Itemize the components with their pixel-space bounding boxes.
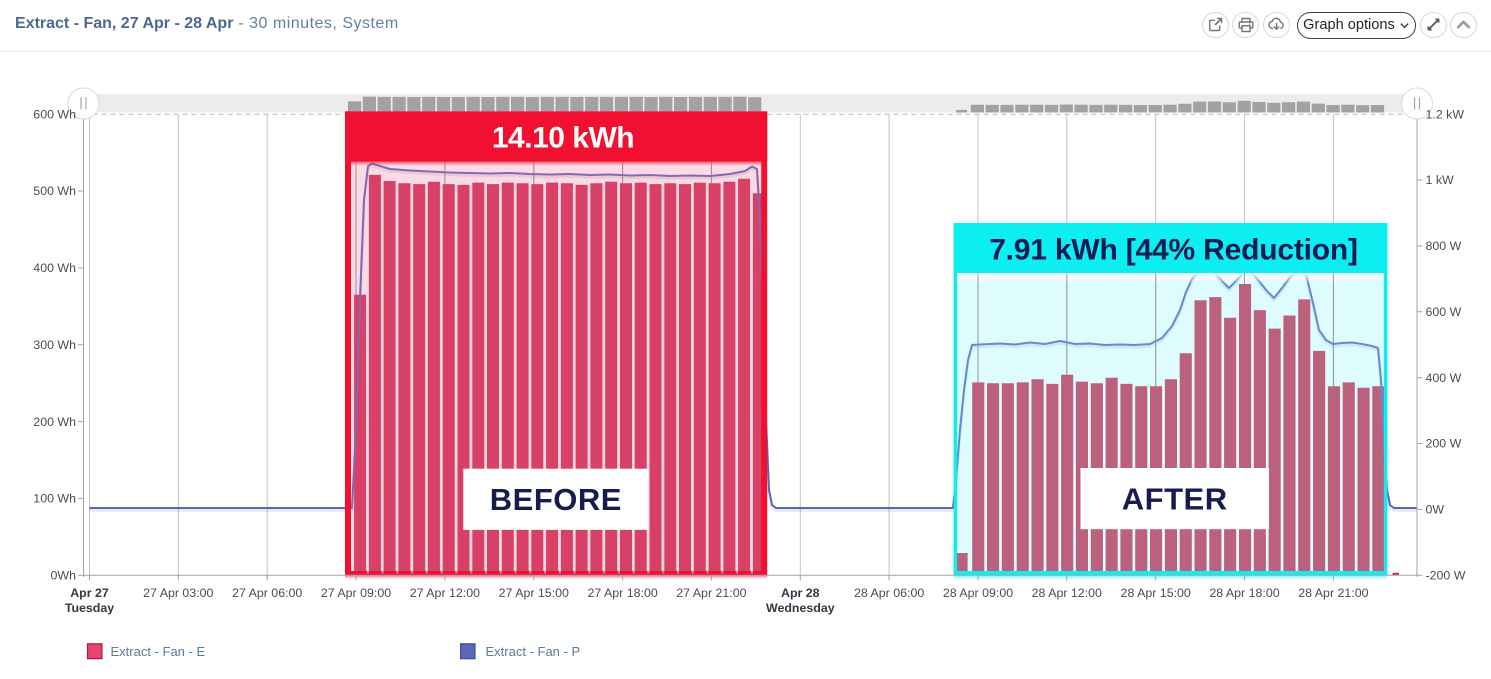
svg-text:500 Wh: 500 Wh	[33, 184, 76, 198]
svg-text:200 Wh: 200 Wh	[33, 415, 76, 429]
svg-text:300 Wh: 300 Wh	[33, 338, 76, 352]
svg-text:Tuesday: Tuesday	[65, 601, 114, 615]
svg-text:28 Apr 09:00: 28 Apr 09:00	[943, 586, 1013, 600]
svg-text:7.91 kWh [44% Reduction]: 7.91 kWh [44% Reduction]	[989, 234, 1358, 267]
svg-text:AFTER: AFTER	[1122, 482, 1228, 517]
svg-text:27 Apr 06:00: 27 Apr 06:00	[232, 586, 302, 600]
svg-text:28 Apr 18:00: 28 Apr 18:00	[1209, 586, 1279, 600]
svg-text:200 W: 200 W	[1426, 437, 1462, 451]
svg-text:27 Apr 03:00: 27 Apr 03:00	[143, 586, 213, 600]
svg-text:28 Apr 06:00: 28 Apr 06:00	[854, 586, 924, 600]
svg-text:600 W: 600 W	[1426, 305, 1462, 319]
svg-text:Extract - Fan - E: Extract - Fan - E	[111, 644, 206, 659]
svg-text:400 W: 400 W	[1426, 371, 1462, 385]
svg-text:27 Apr 09:00: 27 Apr 09:00	[321, 586, 391, 600]
svg-text:27 Apr 15:00: 27 Apr 15:00	[499, 586, 569, 600]
svg-text:100 Wh: 100 Wh	[33, 492, 76, 506]
svg-text:27 Apr 21:00: 27 Apr 21:00	[676, 586, 746, 600]
svg-text:Apr 27: Apr 27	[70, 586, 109, 600]
svg-text:28 Apr 12:00: 28 Apr 12:00	[1032, 586, 1102, 600]
svg-text:800 W: 800 W	[1426, 239, 1462, 253]
svg-text:0Wh: 0Wh	[51, 569, 77, 583]
svg-text:27 Apr 18:00: 27 Apr 18:00	[587, 586, 657, 600]
svg-text:-200 W: -200 W	[1426, 569, 1466, 583]
svg-text:28 Apr 21:00: 28 Apr 21:00	[1298, 586, 1368, 600]
svg-text:400 Wh: 400 Wh	[33, 261, 76, 275]
svg-text:14.10 kWh: 14.10 kWh	[492, 122, 634, 155]
svg-text:600 Wh: 600 Wh	[33, 107, 76, 121]
svg-text:BEFORE: BEFORE	[490, 482, 622, 517]
svg-text:27 Apr 12:00: 27 Apr 12:00	[410, 586, 480, 600]
svg-text:Wednesday: Wednesday	[766, 601, 835, 615]
svg-text:0W: 0W	[1426, 503, 1445, 517]
svg-text:28 Apr 15:00: 28 Apr 15:00	[1121, 586, 1191, 600]
svg-text:1 kW: 1 kW	[1426, 173, 1455, 187]
svg-text:Extract - Fan - P: Extract - Fan - P	[486, 644, 581, 659]
svg-text:1.2 kW: 1.2 kW	[1426, 107, 1465, 121]
svg-text:Apr 28: Apr 28	[781, 586, 820, 600]
